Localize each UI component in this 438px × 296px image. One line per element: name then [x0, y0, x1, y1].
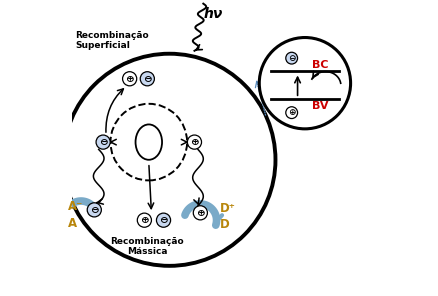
Text: BC: BC	[311, 60, 328, 70]
Text: ⊖: ⊖	[287, 54, 295, 63]
Text: Recombinação
Superficial: Recombinação Superficial	[75, 31, 148, 50]
Text: D⁺: D⁺	[219, 202, 235, 215]
Text: ⊖: ⊖	[99, 137, 107, 147]
Text: ⊕: ⊕	[190, 137, 198, 147]
Text: ⊖: ⊖	[90, 205, 99, 215]
Circle shape	[193, 206, 207, 220]
Circle shape	[96, 135, 110, 149]
Text: A⁻: A⁻	[67, 200, 83, 213]
Circle shape	[156, 213, 170, 227]
Circle shape	[285, 107, 297, 118]
Text: BV: BV	[311, 101, 328, 111]
Circle shape	[122, 72, 136, 86]
Text: ⊕: ⊕	[287, 108, 295, 117]
Text: ⊕: ⊕	[195, 208, 204, 218]
Circle shape	[187, 135, 201, 149]
Text: ⊕: ⊕	[140, 215, 148, 225]
Circle shape	[285, 52, 297, 64]
Text: D: D	[219, 218, 229, 231]
Circle shape	[259, 38, 350, 129]
Text: ⊕: ⊕	[125, 74, 134, 84]
Circle shape	[140, 72, 154, 86]
Text: ⊖: ⊖	[143, 74, 152, 84]
Text: hν: hν	[204, 7, 223, 21]
Circle shape	[87, 203, 101, 217]
Text: A: A	[67, 217, 77, 230]
Text: ⊖: ⊖	[159, 215, 167, 225]
Circle shape	[137, 213, 151, 227]
Text: Recombinação
Mássica: Recombinação Mássica	[110, 237, 184, 256]
